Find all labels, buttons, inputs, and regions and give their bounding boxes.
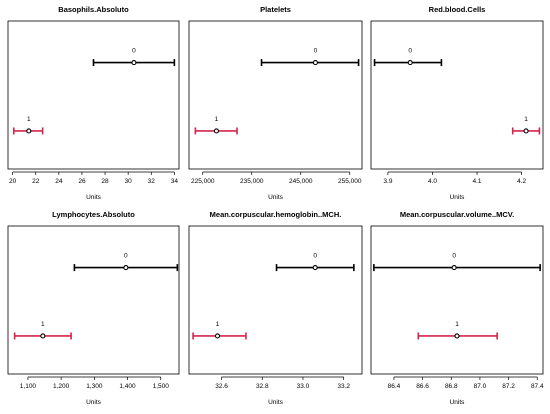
series-0: 0	[92, 48, 176, 67]
center-point	[40, 333, 46, 339]
x-tick-label: 28	[101, 178, 109, 185]
x-axis-label: Units	[450, 399, 466, 406]
plot-frame	[188, 225, 363, 375]
panel-title: Basophils.Absoluto	[58, 5, 129, 14]
series-1: 1	[12, 116, 44, 135]
panel-6: Mean.corpuscular.volume..MCV. 86.4 86.6 86.…	[370, 210, 544, 406]
series-1: 1	[192, 321, 247, 340]
series-label: 1	[41, 321, 45, 328]
center-point	[312, 60, 318, 66]
series-0: 0	[260, 48, 360, 67]
x-axis-label: Units	[86, 194, 102, 201]
panel-title: Mean.corpuscular.hemoglobin..MCH.	[210, 210, 342, 219]
center-point	[26, 128, 32, 134]
center-point	[523, 128, 529, 134]
panel-title: Mean.corpuscular.volume..MCV.	[400, 210, 514, 219]
x-tick-label: 4.1	[473, 178, 482, 185]
x-tick-label: 235,000	[240, 178, 264, 185]
x-tick-label: 87.2	[502, 383, 515, 390]
x-tick-label: 86.6	[416, 383, 429, 390]
plot-frame	[7, 20, 180, 170]
center-point	[454, 333, 460, 339]
x-tick-label: 20	[9, 178, 17, 185]
series-label: 1	[27, 116, 31, 123]
x-axis-label: Units	[268, 194, 284, 201]
series-label: 0	[452, 253, 456, 260]
x-tick-label: 3.9	[383, 178, 392, 185]
x-tick-label: 33.0	[297, 383, 310, 390]
series-label: 0	[124, 253, 128, 260]
series-1: 1	[13, 321, 72, 340]
x-tick-label: 87.0	[474, 383, 487, 390]
panel-5: Mean.corpuscular.hemoglobin..MCH. 32.6 32.…	[188, 210, 363, 406]
x-tick-label: 225,000	[191, 178, 215, 185]
panel-title: Lymphocytes.Absoluto	[52, 210, 135, 219]
x-tick-label: 245,000	[289, 178, 313, 185]
plot-frame	[7, 225, 180, 375]
series-label: 1	[216, 321, 220, 328]
x-tick-label: 24	[55, 178, 63, 185]
center-point	[213, 128, 219, 134]
x-tick-label: 4.0	[428, 178, 437, 185]
x-tick-label: 1,300	[86, 383, 103, 390]
center-point	[131, 60, 137, 66]
panel-2: Platelets 225,000 235,000 245,000 255,000 Uni…	[188, 5, 363, 201]
panel-1: Basophils.Absoluto 20 22 24 26 28 30 32 34 Units 0…	[7, 5, 180, 201]
panel-title: Red.blood.Cells	[429, 5, 486, 14]
series-label: 1	[524, 116, 528, 123]
x-tick-label: 86.8	[445, 383, 458, 390]
center-point	[451, 265, 457, 271]
center-point	[123, 265, 129, 271]
series-label: 1	[455, 321, 459, 328]
x-axis-label: Units	[450, 194, 466, 201]
x-tick-label: 34	[171, 178, 179, 185]
x-tick-label: 32	[148, 178, 156, 185]
series-1: 1	[194, 116, 238, 135]
series-label: 0	[132, 48, 136, 55]
series-0: 0	[373, 253, 541, 272]
series-0: 0	[373, 48, 443, 67]
x-tick-label: 32.6	[215, 383, 228, 390]
x-axis-label: Units	[86, 399, 102, 406]
series-label: 0	[408, 48, 412, 55]
panel-title: Platelets	[260, 5, 291, 14]
x-tick-label: 1,100	[20, 383, 37, 390]
series-label: 1	[215, 116, 219, 123]
series-label: 0	[313, 253, 317, 260]
x-tick-label: 255,000	[338, 178, 362, 185]
center-point	[214, 333, 221, 339]
center-point	[407, 60, 413, 66]
panel-4: Lymphocytes.Absoluto 1,100 1,200 1,300 1,400…	[7, 210, 180, 406]
plot-frame	[188, 20, 363, 170]
series-label: 0	[314, 48, 318, 55]
x-tick-label: 33.2	[337, 383, 350, 390]
x-tick-label: 4.2	[517, 178, 526, 185]
center-point	[312, 265, 318, 271]
series-1: 1	[417, 321, 498, 340]
x-tick-label: 86.4	[388, 383, 401, 390]
series-0: 0	[73, 253, 179, 272]
x-tick-label: 1,200	[53, 383, 70, 390]
x-tick-label: 26	[78, 178, 86, 185]
x-tick-label: 1,500	[153, 383, 170, 390]
x-tick-label: 87.4	[531, 383, 544, 390]
x-tick-label: 32.8	[256, 383, 269, 390]
series-1: 1	[511, 116, 541, 135]
x-tick-label: 1,400	[119, 383, 136, 390]
plot-frame	[370, 20, 544, 170]
x-tick-label: 30	[125, 178, 133, 185]
plot-frame	[370, 225, 544, 375]
x-tick-label: 22	[32, 178, 40, 185]
panel-3: Red.blood.Cells 3.9 4.0 4.1 4.2 Units 0 1	[370, 5, 544, 201]
series-0: 0	[275, 253, 355, 272]
x-axis-label: Units	[268, 399, 284, 406]
